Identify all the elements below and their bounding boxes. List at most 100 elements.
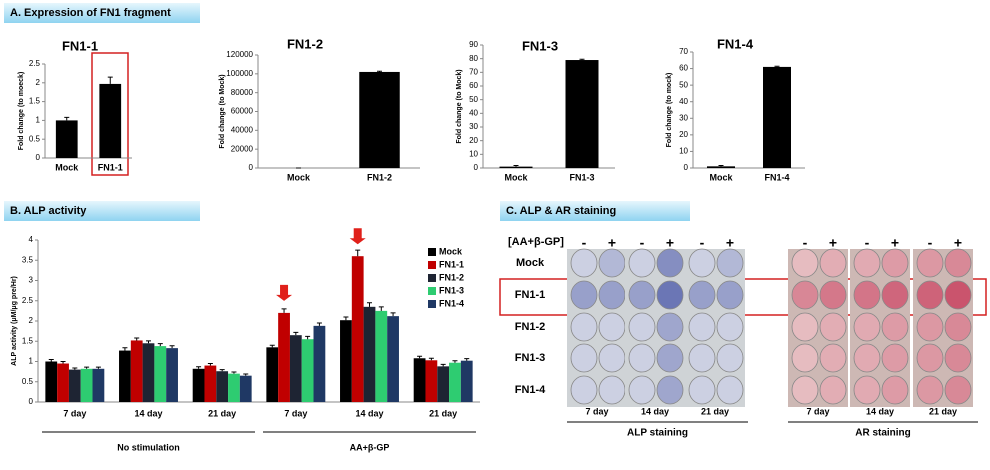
bar	[340, 320, 352, 402]
panel-header: B. ALP activity	[10, 205, 87, 217]
y-axis-label: ALP activity (μM/μg pre/Hr)	[11, 276, 18, 366]
error-bar	[72, 368, 77, 370]
bar	[437, 366, 449, 402]
legend-swatch	[428, 248, 436, 256]
error-bar	[134, 338, 139, 340]
well	[717, 281, 743, 309]
well	[599, 281, 625, 309]
row-label: FN1-4	[515, 384, 546, 396]
error-bar	[377, 71, 382, 72]
bar	[240, 376, 252, 402]
well	[917, 249, 943, 277]
error-bar	[464, 359, 469, 361]
bar	[449, 363, 461, 402]
well	[854, 313, 880, 341]
bar	[278, 313, 290, 402]
day-label: 21 day	[929, 406, 957, 416]
legend-label: FN1-1	[439, 259, 464, 269]
sign-label: +	[954, 235, 962, 251]
well	[792, 249, 818, 277]
day-label: 21 day	[701, 406, 729, 416]
y-tick-label: 60	[679, 64, 688, 73]
x-tick-label: FN1-2	[367, 172, 392, 182]
error-bar	[429, 358, 434, 360]
well	[820, 281, 846, 309]
y-tick-label: 0	[29, 397, 34, 406]
well	[820, 313, 846, 341]
y-tick-label: 0.5	[29, 134, 41, 143]
bar	[93, 369, 105, 402]
legend-swatch	[428, 287, 436, 295]
error-bar	[108, 77, 113, 84]
well	[717, 313, 743, 341]
arrow	[350, 228, 366, 244]
x-tick-label: 7 day	[284, 408, 307, 418]
bar	[359, 72, 400, 168]
error-bar	[196, 367, 201, 369]
bar	[56, 120, 78, 158]
bar	[352, 256, 364, 402]
bar	[425, 360, 437, 402]
y-tick-label: 1.5	[29, 97, 41, 106]
error-bar	[580, 59, 585, 60]
bar	[193, 369, 205, 402]
y-tick-label: 1.5	[22, 336, 34, 345]
y-tick-label: 3	[29, 276, 34, 285]
bar	[500, 167, 533, 168]
y-tick-label: 100000	[226, 69, 253, 78]
error-bar	[61, 362, 66, 364]
error-bar	[391, 313, 396, 316]
error-bar	[719, 166, 724, 167]
well	[882, 249, 908, 277]
bar	[228, 374, 240, 402]
error-bar	[452, 361, 457, 363]
legend-swatch	[428, 261, 436, 269]
bar	[99, 84, 121, 158]
row-label: FN1-1	[515, 289, 546, 301]
well	[882, 281, 908, 309]
well	[571, 344, 597, 372]
error-bar	[282, 309, 287, 313]
y-tick-label: 40	[679, 97, 688, 106]
legend-swatch	[428, 300, 436, 308]
legend-swatch	[428, 274, 436, 282]
bar	[81, 369, 93, 402]
well	[689, 313, 715, 341]
x-tick-label: 21 day	[208, 408, 236, 418]
well	[657, 313, 683, 341]
y-tick-label: 60000	[231, 107, 254, 116]
sign-label: -	[865, 235, 870, 251]
bar	[45, 362, 57, 403]
error-bar	[293, 332, 298, 335]
well	[882, 344, 908, 372]
bar	[290, 335, 302, 402]
error-bar	[231, 372, 236, 374]
y-tick-label: 2	[36, 78, 41, 87]
row-label: FN1-3	[515, 352, 546, 364]
bar	[364, 307, 376, 402]
y-tick-label: 90	[469, 40, 478, 49]
error-bar	[775, 66, 780, 67]
error-bar	[514, 166, 519, 167]
well	[717, 344, 743, 372]
x-tick-label: Mock	[504, 172, 528, 182]
bar	[375, 311, 387, 402]
sign-label: +	[608, 235, 616, 251]
error-bar	[317, 323, 322, 326]
y-tick-label: 70	[469, 67, 478, 76]
y-tick-label: 0	[249, 163, 254, 172]
chart-title: FN1-2	[287, 36, 323, 51]
error-bar	[355, 250, 360, 256]
bar	[566, 60, 599, 168]
bar	[763, 67, 791, 168]
well	[792, 281, 818, 309]
well	[629, 376, 655, 404]
sign-label: +	[666, 235, 674, 251]
legend-label: Mock	[439, 246, 463, 256]
y-axis-label: Fold change (to mock)	[666, 73, 673, 148]
bar	[266, 347, 278, 402]
y-axis-label: Fold change (to moeck)	[18, 72, 25, 151]
well	[917, 376, 943, 404]
error-bar	[158, 344, 163, 346]
